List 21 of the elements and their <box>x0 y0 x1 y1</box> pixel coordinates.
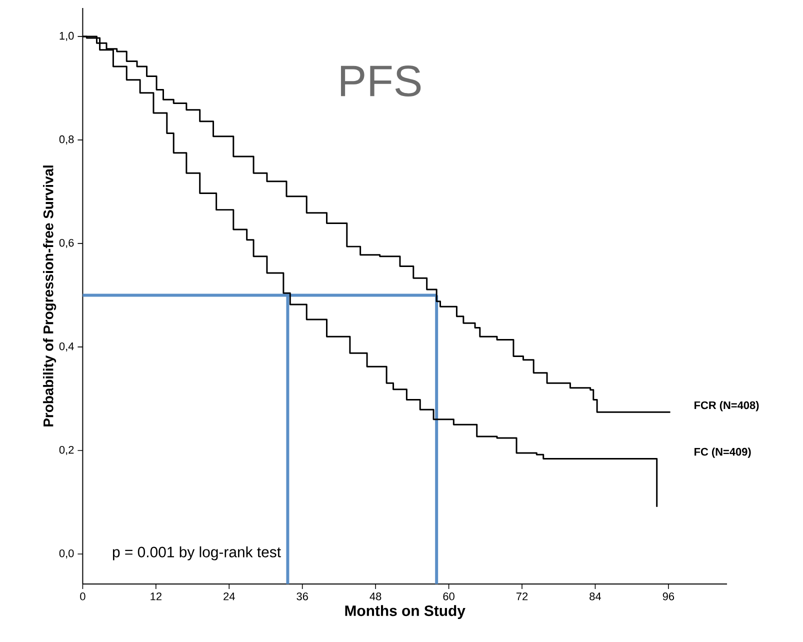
y-tick-label: 0,8 <box>59 135 74 144</box>
x-tick-label: 84 <box>590 592 601 600</box>
y-tick-label: 0,0 <box>59 549 74 558</box>
x-tick-label: 0 <box>80 592 86 600</box>
x-axis-title: Months on Study <box>345 605 466 620</box>
y-tick-label: 0,2 <box>59 446 74 455</box>
x-tick-label: 72 <box>516 592 528 600</box>
x-tick-label: 48 <box>370 592 382 600</box>
y-tick-label: 0,4 <box>59 342 74 352</box>
x-tick-label: 12 <box>150 592 162 600</box>
text: PFS <box>340 65 421 96</box>
annotation: p = 0.001 by log-rank test <box>112 546 281 560</box>
text: FC (N=409) <box>694 448 751 458</box>
y-tick-label: 1,0 <box>60 32 74 41</box>
y-tick-label: 0,6 <box>59 238 74 248</box>
x-tick-label: 36 <box>296 592 308 600</box>
y-axis-title: Probability of Progression-free Survival <box>43 166 56 426</box>
text: FCR (N=408) <box>694 401 759 412</box>
x-tick-label: 96 <box>662 592 674 600</box>
x-tick-label: 24 <box>224 592 235 600</box>
x-tick-label: 60 <box>443 592 454 600</box>
